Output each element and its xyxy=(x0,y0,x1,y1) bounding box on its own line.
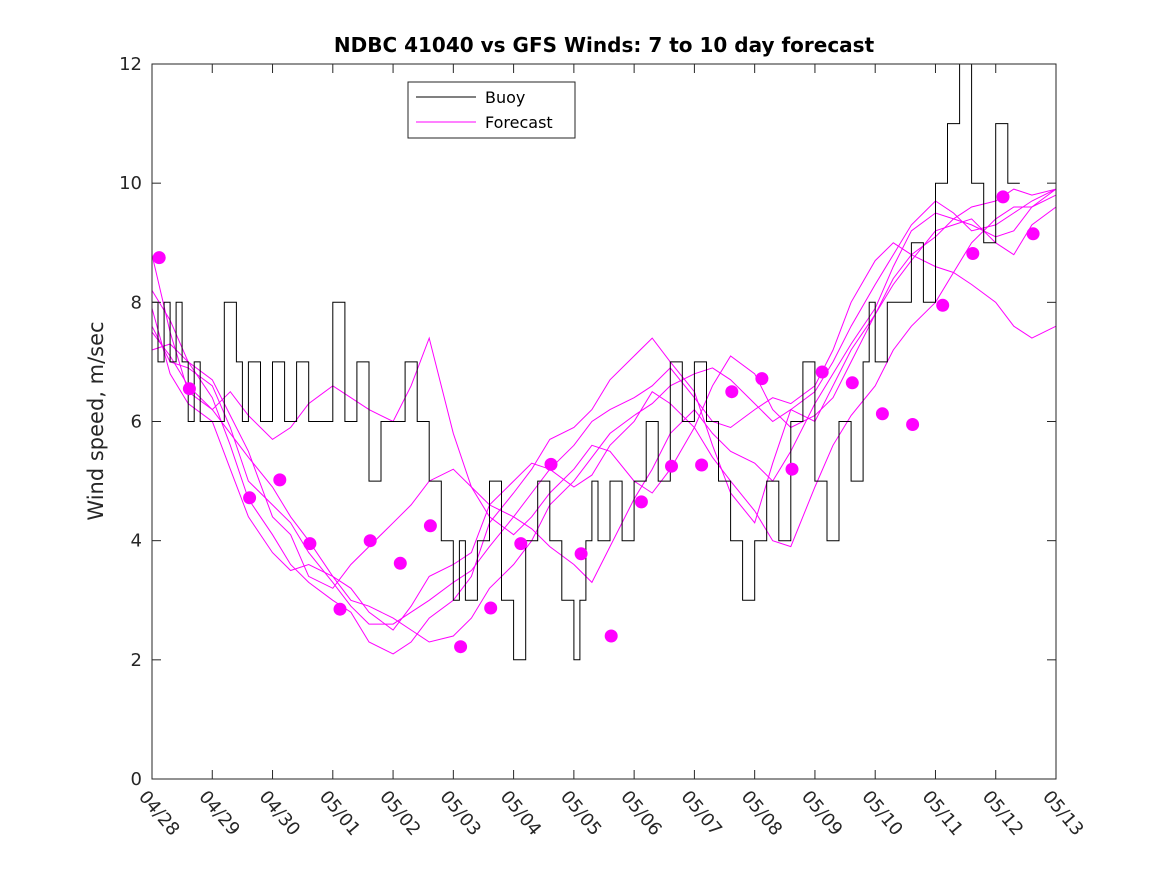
legend-buoy-label: Buoy xyxy=(485,88,525,107)
forecast-marker xyxy=(333,602,347,616)
forecast-marker xyxy=(514,537,528,551)
y-tick-label: 8 xyxy=(131,292,142,313)
forecast-marker xyxy=(966,247,980,260)
forecast-marker xyxy=(725,385,739,399)
forecast-marker xyxy=(363,534,377,548)
y-tick-label: 4 xyxy=(131,531,142,552)
buoy-line xyxy=(152,63,1020,661)
forecast-marker xyxy=(393,556,407,570)
legend-forecast-label: Forecast xyxy=(485,113,553,132)
x-tick-label: 05/04 xyxy=(496,787,545,840)
x-tick-label: 04/28 xyxy=(134,787,183,840)
forecast-marker xyxy=(544,457,558,471)
y-axis: 0 2 4 6 8 10 12 xyxy=(119,54,1056,790)
buoy-series xyxy=(152,63,1020,661)
forecast-marker xyxy=(243,491,257,505)
forecast-marker xyxy=(785,462,799,476)
forecast-marker xyxy=(1026,227,1040,241)
x-tick-label: 05/12 xyxy=(978,787,1027,840)
forecast-series xyxy=(151,188,1057,655)
forecast-marker xyxy=(906,418,920,431)
forecast-marker xyxy=(454,640,468,654)
y-tick-label: 12 xyxy=(119,54,142,75)
forecast-marker xyxy=(936,298,950,312)
forecast-markers xyxy=(152,190,1040,654)
forecast-marker xyxy=(574,547,588,561)
forecast-run-line xyxy=(151,188,1057,589)
y-axis-label: Wind speed, m/sec xyxy=(84,321,108,520)
forecast-marker xyxy=(875,407,889,421)
forecast-marker xyxy=(423,519,437,533)
forecast-marker xyxy=(273,473,287,487)
x-tick-label: 05/09 xyxy=(797,787,846,840)
x-tick-label: 05/06 xyxy=(616,787,665,840)
forecast-run-line xyxy=(151,194,1057,631)
forecast-marker xyxy=(303,537,317,551)
forecast-run-line xyxy=(151,188,1057,643)
y-tick-label: 0 xyxy=(131,769,142,790)
legend-box xyxy=(407,81,576,139)
x-tick-label: 05/13 xyxy=(1038,787,1087,840)
forecast-marker xyxy=(845,376,859,390)
forecast-marker xyxy=(695,458,709,472)
x-tick-label: 05/11 xyxy=(918,787,967,840)
forecast-marker xyxy=(152,251,166,265)
y-tick-label: 10 xyxy=(119,173,142,194)
x-tick-label: 04/30 xyxy=(255,787,304,840)
x-tick-label: 05/05 xyxy=(556,787,605,840)
forecast-marker xyxy=(815,365,829,379)
x-tick-label: 04/29 xyxy=(194,787,243,840)
x-tick-label: 05/02 xyxy=(375,787,424,840)
x-tick-label: 05/01 xyxy=(315,787,364,840)
forecast-marker xyxy=(996,190,1010,204)
y-tick-label: 6 xyxy=(131,412,142,433)
x-tick-label: 05/08 xyxy=(737,787,786,840)
forecast-run-line xyxy=(151,206,1057,655)
x-tick-label: 05/10 xyxy=(857,787,906,840)
forecast-marker xyxy=(604,629,618,643)
legend: Buoy Forecast xyxy=(407,81,576,139)
forecast-marker xyxy=(182,382,196,396)
forecast-marker xyxy=(665,459,678,473)
y-tick-label: 2 xyxy=(131,650,142,671)
forecast-run-line xyxy=(151,188,1057,536)
x-tick-label: 05/07 xyxy=(677,787,726,840)
forecast-marker xyxy=(484,601,498,615)
chart-title: NDBC 41040 vs GFS Winds: 7 to 10 day for… xyxy=(334,33,875,57)
forecast-marker xyxy=(755,372,769,386)
x-tick-label: 05/03 xyxy=(436,787,485,840)
forecast-marker xyxy=(634,495,648,509)
